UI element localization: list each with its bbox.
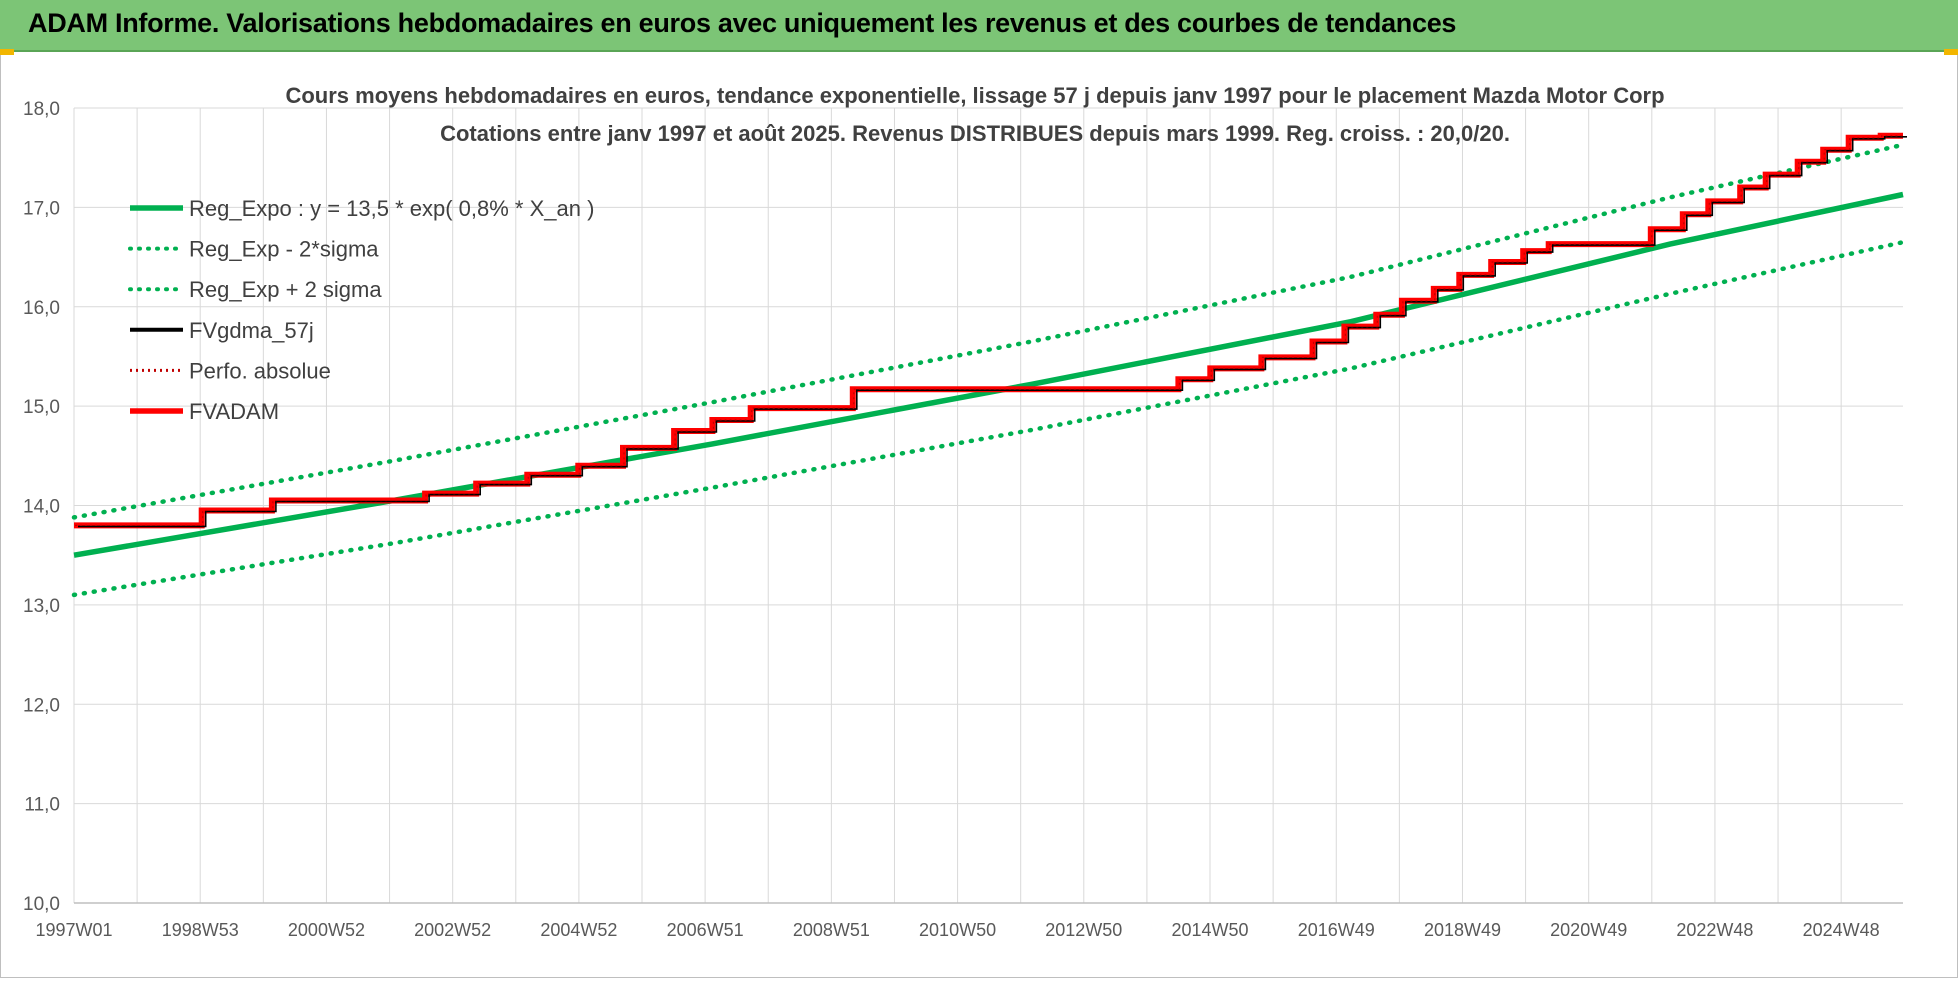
corner-marker-left bbox=[0, 49, 14, 55]
series-fvgdma-57j bbox=[78, 136, 1907, 528]
axis-labels: 10,0 11,0 12,0 13,0 14,0 15,0 16,0 17,0 18,0 1997… bbox=[23, 99, 1880, 940]
chart-title: Cours moyens hebdomadaires en euros, ten… bbox=[285, 83, 1664, 108]
chart-legend[interactable]: Reg_Expo : y = 13,5 * exp( 0,8% * X_an )… bbox=[128, 196, 594, 424]
y-tick-label: 17,0 bbox=[23, 198, 60, 219]
x-tick-label: 2000W52 bbox=[288, 920, 365, 940]
y-tick-label: 18,0 bbox=[23, 99, 60, 120]
chart-subtitle: Cotations entre janv 1997 et août 2025. … bbox=[440, 121, 1510, 146]
y-tick-label: 14,0 bbox=[23, 497, 60, 518]
y-tick-label: 11,0 bbox=[24, 795, 60, 816]
y-tick-label: 15,0 bbox=[23, 397, 60, 418]
legend-label: Reg_Exp - 2*sigma bbox=[189, 237, 379, 262]
x-tick-label: 2002W52 bbox=[414, 920, 491, 940]
legend-label: FVgdma_57j bbox=[189, 318, 314, 343]
x-tick-label: 2022W48 bbox=[1676, 920, 1753, 940]
x-tick-label: 1998W53 bbox=[162, 920, 239, 940]
line-chart: 10,0 11,0 12,0 13,0 14,0 15,0 16,0 17,0 18,0 1997… bbox=[23, 83, 1907, 940]
x-tick-label: 2014W50 bbox=[1171, 920, 1248, 940]
legend-label: FVADAM bbox=[189, 399, 279, 424]
x-tick-label: 1997W01 bbox=[35, 920, 112, 940]
x-tick-label: 2012W50 bbox=[1045, 920, 1122, 940]
series-perfo-absolue bbox=[75, 135, 1904, 526]
y-tick-label: 10,0 bbox=[23, 894, 60, 915]
y-tick-label: 16,0 bbox=[23, 298, 60, 319]
y-tick-label: 13,0 bbox=[23, 596, 60, 617]
legend-label: Reg_Expo : y = 13,5 * exp( 0,8% * X_an ) bbox=[189, 196, 594, 221]
report-banner: ADAM Informe. Valorisations hebdomadaire… bbox=[0, 0, 1958, 52]
report-title: ADAM Informe. Valorisations hebdomadaire… bbox=[28, 8, 1457, 38]
series-lines bbox=[71, 132, 1907, 598]
chart-area: 10,0 11,0 12,0 13,0 14,0 15,0 16,0 17,0 18,0 1997… bbox=[0, 54, 1958, 978]
y-tick-label: 12,0 bbox=[23, 695, 60, 716]
x-tick-label: 2008W51 bbox=[793, 920, 870, 940]
x-tick-label: 2006W51 bbox=[667, 920, 744, 940]
series-reg-exp-plus-2sigma bbox=[71, 142, 1906, 520]
corner-marker-right bbox=[1944, 49, 1958, 55]
x-tick-label: 2010W50 bbox=[919, 920, 996, 940]
x-tick-label: 2020W49 bbox=[1550, 920, 1627, 940]
series-reg-exp-minus-2sigma bbox=[71, 239, 1906, 598]
x-tick-label: 2004W52 bbox=[540, 920, 617, 940]
grid-lines bbox=[73, 107, 1903, 904]
legend-label: Reg_Exp + 2 sigma bbox=[189, 277, 382, 302]
legend-label: Perfo. absolue bbox=[189, 358, 331, 383]
x-tick-label: 2018W49 bbox=[1424, 920, 1501, 940]
x-tick-label: 2024W48 bbox=[1803, 920, 1880, 940]
x-tick-label: 2016W49 bbox=[1298, 920, 1375, 940]
